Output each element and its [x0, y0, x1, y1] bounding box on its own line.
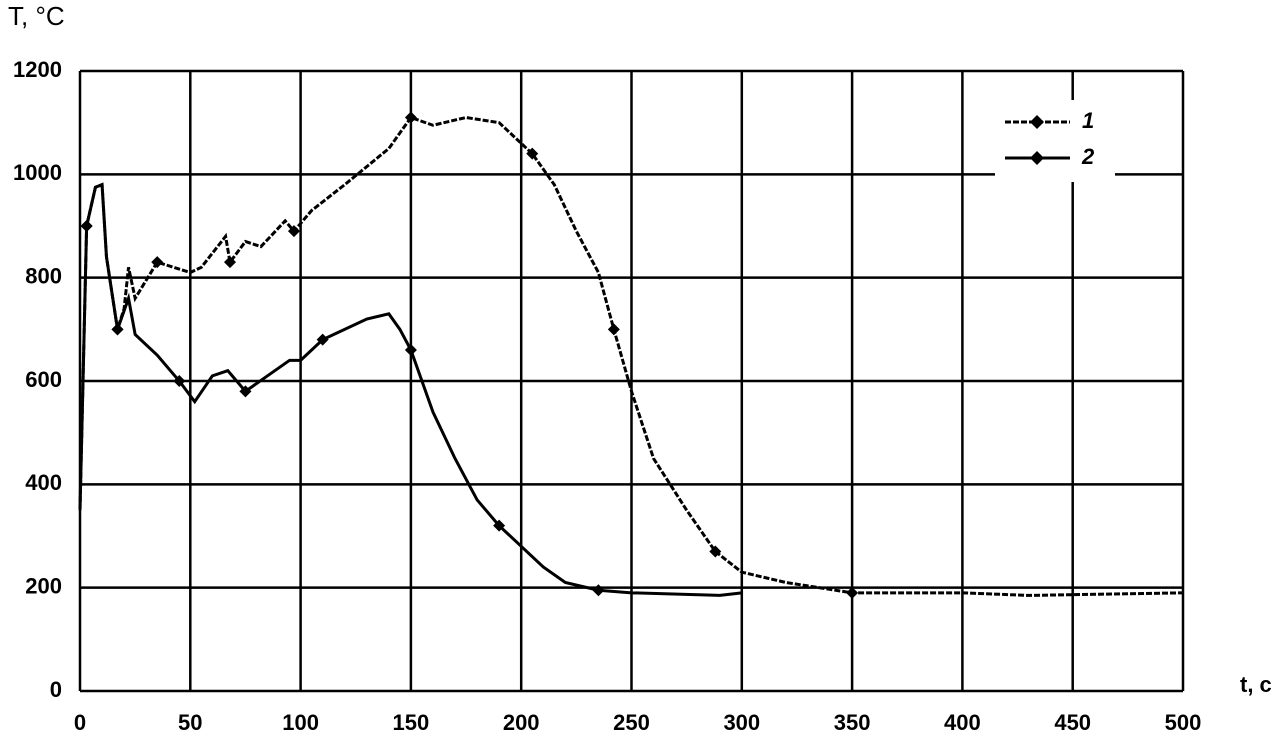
- marker: [287, 225, 300, 238]
- y-tick-label: 1000: [13, 160, 62, 185]
- x-axis-label: t, c: [1240, 672, 1272, 697]
- legend-label: 2: [1081, 144, 1095, 169]
- y-axis-label: T, °C: [8, 1, 65, 31]
- marker: [404, 111, 417, 124]
- x-tick-label: 250: [613, 710, 650, 735]
- marker: [404, 344, 417, 356]
- marker: [592, 584, 605, 597]
- x-tick-label: 300: [723, 710, 760, 735]
- x-tick-label: 400: [944, 710, 981, 735]
- legend-marker: [1030, 115, 1044, 129]
- y-tick-label: 600: [25, 367, 62, 392]
- marker: [80, 220, 93, 232]
- marker: [607, 323, 620, 336]
- line: [78, 182, 742, 597]
- x-tick-label: 200: [503, 710, 540, 735]
- y-tick-label: 400: [25, 470, 62, 495]
- x-tick-label: 100: [282, 710, 319, 735]
- x-tick-label: 0: [74, 710, 86, 735]
- legend-marker: [1030, 151, 1044, 165]
- legend-box: [995, 100, 1115, 182]
- x-tick-label: 350: [834, 710, 871, 735]
- x-tick-label: 50: [178, 710, 202, 735]
- marker: [111, 323, 124, 336]
- marker: [846, 586, 859, 599]
- y-tick-label: 1200: [13, 57, 62, 82]
- marker: [316, 333, 329, 346]
- legend-label: 1: [1082, 108, 1094, 133]
- marker: [224, 256, 237, 269]
- marker: [493, 519, 506, 532]
- x-tick-label: 450: [1054, 710, 1091, 735]
- marker: [173, 375, 186, 387]
- x-tick-label: 150: [393, 710, 430, 735]
- marker: [151, 256, 164, 269]
- marker: [709, 545, 722, 558]
- y-tick-label: 800: [25, 263, 62, 288]
- y-tick-label: 200: [25, 573, 62, 598]
- y-tick-label: 0: [50, 677, 62, 702]
- x-tick-label: 500: [1165, 710, 1202, 735]
- marker: [526, 147, 539, 160]
- marker: [239, 385, 252, 398]
- line: [78, 115, 1184, 597]
